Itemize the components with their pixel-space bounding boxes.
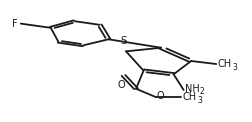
Text: CH: CH xyxy=(217,59,232,69)
Text: O: O xyxy=(157,91,165,101)
Text: NH: NH xyxy=(185,84,200,94)
Text: 3: 3 xyxy=(197,96,202,105)
Text: S: S xyxy=(121,36,127,46)
Text: 2: 2 xyxy=(200,87,205,96)
Text: CH: CH xyxy=(182,92,197,102)
Text: F: F xyxy=(12,19,18,29)
Text: O: O xyxy=(117,80,125,90)
Text: 3: 3 xyxy=(232,63,237,71)
